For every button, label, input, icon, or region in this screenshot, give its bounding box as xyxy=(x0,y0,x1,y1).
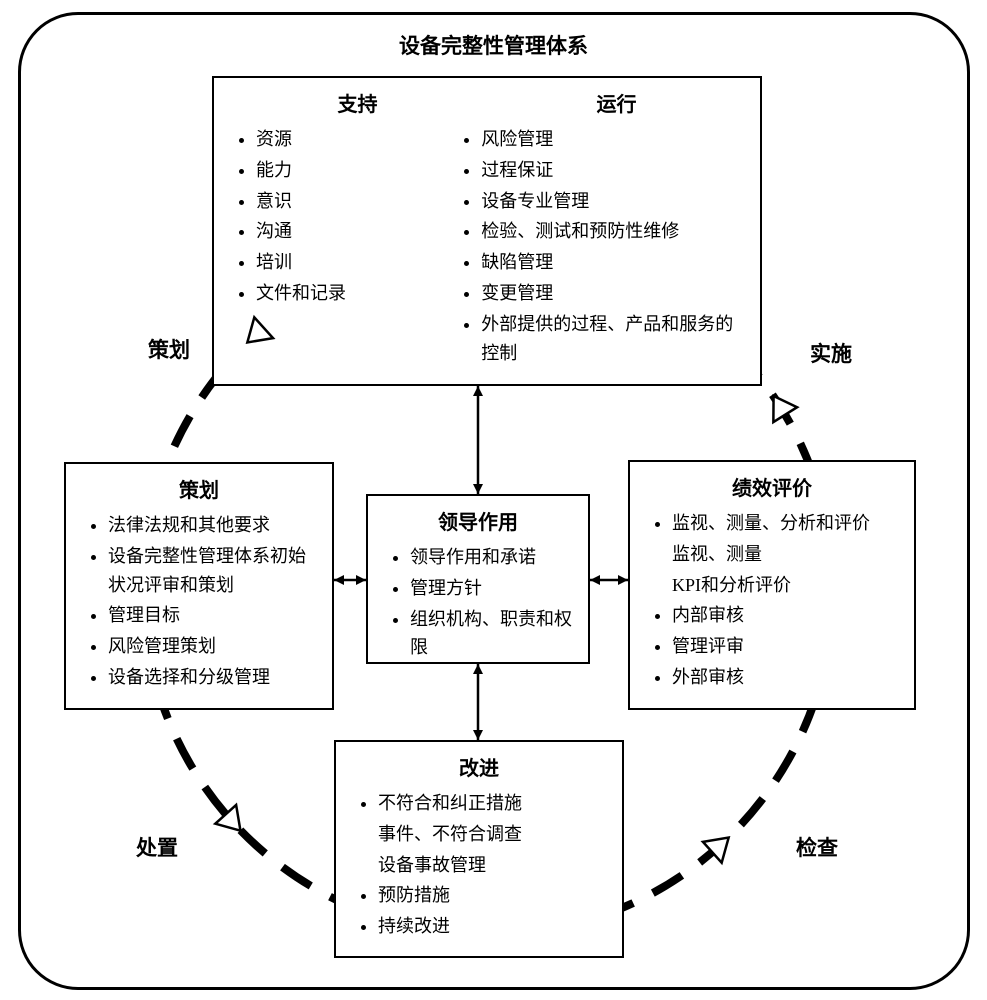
performance-box: 绩效评价 监视、测量、分析和评价监视、测量KPI和分析评价内部审核管理评审外部审… xyxy=(628,460,916,710)
list-item: 过程保证 xyxy=(481,156,746,185)
operation-list: 风险管理过程保证设备专业管理检验、测试和预防性维修缺陷管理变更管理外部提供的过程… xyxy=(453,125,746,367)
list-item: 沟通 xyxy=(256,217,423,246)
operation-heading: 运行 xyxy=(597,88,637,117)
leadership-list: 领导作用和承诺管理方针组织机构、职责和权限 xyxy=(382,543,574,662)
improvement-heading: 改进 xyxy=(350,752,608,781)
page-title: 设备完整性管理体系 xyxy=(0,30,987,60)
list-item: 设备专业管理 xyxy=(481,187,746,216)
list-item: KPI和分析评价 xyxy=(672,571,900,600)
list-item: 外部审核 xyxy=(672,663,900,692)
list-item: 变更管理 xyxy=(481,279,746,308)
stage-act-label: 处置 xyxy=(136,832,178,862)
performance-heading: 绩效评价 xyxy=(644,472,900,501)
list-item: 设备选择和分级管理 xyxy=(108,663,318,692)
list-item: 法律法规和其他要求 xyxy=(108,511,318,540)
list-item: 能力 xyxy=(256,156,423,185)
support-list: 资源能力意识沟通培训文件和记录 xyxy=(228,125,423,308)
list-item: 预防措施 xyxy=(378,881,608,910)
list-item: 管理评审 xyxy=(672,632,900,661)
list-item: 风险管理策划 xyxy=(108,632,318,661)
list-item: 缺陷管理 xyxy=(481,248,746,277)
list-item: 事件、不符合调查 xyxy=(378,820,608,849)
stage-check-label: 检查 xyxy=(796,832,838,862)
list-item: 风险管理 xyxy=(481,125,746,154)
list-item: 检验、测试和预防性维修 xyxy=(481,217,746,246)
list-item: 资源 xyxy=(256,125,423,154)
stage-do-label: 实施 xyxy=(810,338,852,368)
list-item: 外部提供的过程、产品和服务的控制 xyxy=(481,310,746,368)
leadership-box: 领导作用 领导作用和承诺管理方针组织机构、职责和权限 xyxy=(366,494,590,664)
list-item: 培训 xyxy=(256,248,423,277)
list-item: 设备完整性管理体系初始状况评审和策划 xyxy=(108,542,318,600)
planning-box: 策划 法律法规和其他要求设备完整性管理体系初始状况评审和策划管理目标风险管理策划… xyxy=(64,462,334,710)
list-item: 管理目标 xyxy=(108,601,318,630)
list-item: 领导作用和承诺 xyxy=(410,543,574,572)
improvement-list: 不符合和纠正措施事件、不符合调查设备事故管理预防措施持续改进 xyxy=(350,789,608,941)
planning-heading: 策划 xyxy=(80,474,318,503)
list-item: 组织机构、职责和权限 xyxy=(410,605,574,663)
planning-list: 法律法规和其他要求设备完整性管理体系初始状况评审和策划管理目标风险管理策划设备选… xyxy=(80,511,318,692)
list-item: 意识 xyxy=(256,187,423,216)
stage-plan-label: 策划 xyxy=(148,334,190,364)
list-item: 文件和记录 xyxy=(256,279,423,308)
list-item: 设备事故管理 xyxy=(378,851,608,880)
support-operation-box: 支持 运行 资源能力意识沟通培训文件和记录 风险管理过程保证设备专业管理检验、测… xyxy=(212,76,762,386)
list-item: 监视、测量、分析和评价 xyxy=(672,509,900,538)
leadership-heading: 领导作用 xyxy=(382,506,574,535)
list-item: 内部审核 xyxy=(672,601,900,630)
list-item: 不符合和纠正措施 xyxy=(378,789,608,818)
support-heading: 支持 xyxy=(338,88,378,117)
improvement-box: 改进 不符合和纠正措施事件、不符合调查设备事故管理预防措施持续改进 xyxy=(334,740,624,958)
performance-list: 监视、测量、分析和评价监视、测量KPI和分析评价内部审核管理评审外部审核 xyxy=(644,509,900,692)
list-item: 管理方针 xyxy=(410,574,574,603)
list-item: 持续改进 xyxy=(378,912,608,941)
list-item: 监视、测量 xyxy=(672,540,900,569)
